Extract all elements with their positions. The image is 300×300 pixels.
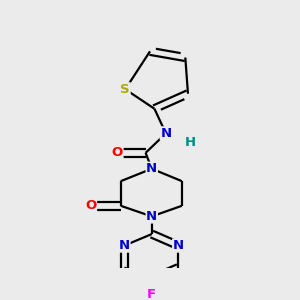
Text: N: N — [173, 239, 184, 252]
Text: N: N — [146, 210, 157, 223]
Text: S: S — [121, 83, 130, 96]
Text: H: H — [185, 136, 196, 149]
Text: O: O — [85, 199, 97, 212]
Text: N: N — [119, 239, 130, 252]
Text: O: O — [112, 146, 123, 159]
Text: N: N — [146, 162, 157, 175]
Text: N: N — [160, 127, 172, 140]
Text: F: F — [147, 288, 156, 300]
